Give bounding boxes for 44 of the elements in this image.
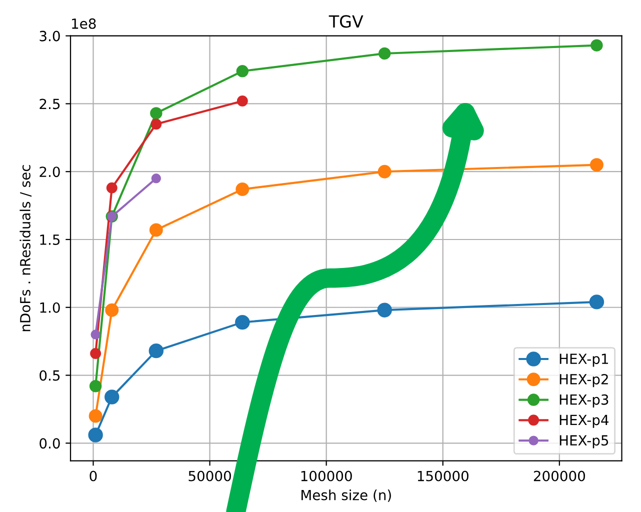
point	[148, 343, 164, 358]
x-tick-label: 50000	[188, 470, 231, 482]
point	[104, 390, 120, 404]
legend-label: HEX-p5	[560, 435, 608, 448]
point	[88, 409, 102, 423]
x-tick-label: 100000	[301, 470, 352, 482]
point	[89, 380, 102, 392]
x-tick-label: 150000	[418, 470, 468, 482]
y-tick-label: 1.5	[40, 234, 60, 245]
legend-label: HEX-p3	[560, 394, 608, 408]
point	[90, 348, 102, 360]
point	[149, 223, 163, 237]
y-tick-label: 3.0	[40, 30, 60, 42]
point	[377, 302, 392, 318]
y-tick-label: 2.0	[40, 166, 60, 178]
legend-label: HEX-p4	[560, 414, 608, 428]
point	[378, 47, 391, 60]
point	[105, 303, 119, 317]
point	[236, 65, 249, 78]
chart-title: TGV	[328, 15, 364, 28]
point	[151, 174, 162, 184]
point	[90, 330, 100, 340]
x-tick-label: 200000	[534, 470, 586, 482]
legend-label: HEX-p1	[560, 354, 608, 367]
point	[589, 294, 604, 310]
y-tick-label: 0.5	[40, 370, 60, 381]
point	[590, 158, 604, 172]
point	[236, 182, 250, 196]
point	[150, 107, 162, 120]
legend-label: HEX-p2	[560, 374, 608, 388]
point	[590, 39, 603, 52]
point	[150, 118, 162, 130]
y-tick-label: 1.0	[40, 302, 60, 313]
y-axis-title: nDoFs . nResiduals / sec	[20, 165, 32, 332]
y-tick-label: 0.0	[40, 438, 60, 449]
text: 1e8	[72, 18, 96, 29]
point	[88, 428, 103, 442]
point	[236, 96, 248, 106]
y-tick-label: 2.5	[40, 98, 60, 110]
point	[106, 182, 118, 194]
x-axis-title: Mesh size (n)	[302, 490, 391, 502]
point	[235, 314, 250, 330]
x-tick-label: 0	[90, 470, 97, 482]
point	[378, 164, 392, 178]
